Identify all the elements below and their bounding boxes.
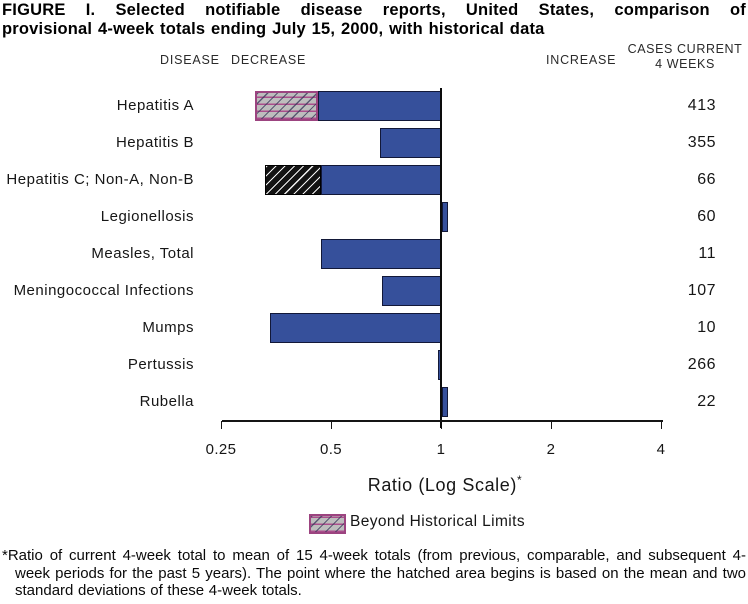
disease-label: Meningococcal Infections [13,282,194,299]
col-header-disease: DISEASE [160,53,220,67]
case-count: 413 [687,97,716,114]
disease-label: Rubella [139,393,194,410]
legend-beyond-limits-swatch [309,514,346,534]
col-header-increase: INCREASE [546,53,617,67]
chart-row: Hepatitis A 413 [0,91,748,121]
disease-label: Measles, Total [91,245,194,262]
disease-label: Hepatitis A [116,97,194,114]
x-axis-tick [550,421,552,429]
col-header-cases: CASES CURRENT 4 WEEKS [622,42,748,71]
case-count: 66 [697,171,716,188]
bar-segment [321,165,442,195]
chart-row: Hepatitis B 355 [0,128,748,158]
bar-segment [442,387,449,417]
x-axis-tick-label: 0.5 [319,441,343,458]
x-axis-tick-label: 2 [546,441,556,458]
bar-segment [442,202,449,232]
col-header-decrease: DECREASE [231,53,307,67]
case-count: 355 [687,134,716,151]
chart-row: Mumps 10 [0,313,748,343]
x-axis-label-asterisk: * [517,473,523,487]
disease-label: Legionellosis [100,208,194,225]
figure-title-line2: provisional 4-week totals ending July 15… [2,19,545,38]
case-count: 107 [687,282,716,299]
x-axis-line [222,420,663,422]
chart-row: Pertussis 266 [0,350,748,380]
case-count: 60 [697,208,716,225]
x-axis-tick [330,421,332,429]
case-count: 266 [687,356,716,373]
x-axis-tick-label: 4 [656,441,666,458]
bar-segment [321,239,442,269]
chart-row: Measles, Total 11 [0,239,748,269]
bar-segment [317,91,442,121]
disease-label: Hepatitis C; Non-A, Non-B [6,171,194,188]
x-axis-label: Ratio (Log Scale)* [290,473,600,496]
baseline-ratio-1-line [440,88,442,428]
bar-segment [382,276,442,306]
chart-row: Legionellosis 60 [0,202,748,232]
figure-title-line1: FIGURE I. Selected notifiable disease re… [2,1,746,19]
disease-label: Hepatitis B [115,134,194,151]
x-axis-label-text: Ratio (Log Scale) [367,475,517,495]
x-axis-tick [660,421,662,429]
disease-label: Mumps [142,319,194,336]
chart-row: Hepatitis C; Non-A, Non-B 66 [0,165,748,195]
x-axis-tick [220,421,222,429]
col-header-cases-line2: 4 WEEKS [655,56,715,71]
case-count: 10 [697,319,716,336]
x-axis-tick-label: 0.25 [205,441,237,458]
bar-segment [379,128,442,158]
chart-row: Rubella 22 [0,387,748,417]
case-count: 11 [698,245,716,262]
col-header-cases-line1: CASES CURRENT [627,42,743,56]
case-count: 22 [697,393,716,410]
footnote: *Ratio of current 4-week total to mean o… [2,547,746,599]
legend-beyond-limits-label: Beyond Historical Limits [350,513,525,530]
chart-row: Meningococcal Infections 107 [0,276,748,306]
bar-segment [269,313,442,343]
x-axis-tick-label: 1 [436,441,446,458]
beyond-limit-hatch-segment [255,91,318,121]
disease-label: Pertussis [127,356,194,373]
beyond-limit-hatch-segment [265,165,322,195]
figure-title: FIGURE I. Selected notifiable disease re… [2,1,746,38]
